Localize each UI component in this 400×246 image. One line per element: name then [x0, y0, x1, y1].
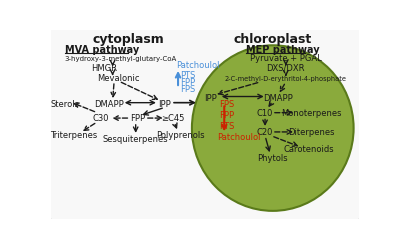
Text: Carotenoids: Carotenoids: [284, 145, 334, 154]
Text: IPP: IPP: [204, 93, 217, 103]
Text: FPP: FPP: [219, 111, 234, 120]
Text: 2-C-methyl-D-erythritol-4-phosphate: 2-C-methyl-D-erythritol-4-phosphate: [225, 76, 347, 82]
Text: ≥C45: ≥C45: [161, 114, 184, 123]
Text: Polyprenols: Polyprenols: [156, 131, 205, 140]
Text: Pyruvate + PGAL: Pyruvate + PGAL: [250, 54, 322, 63]
Text: MVA pathway: MVA pathway: [65, 45, 139, 55]
Text: 3-hydroxy-3-methyl-glutary-CoA: 3-hydroxy-3-methyl-glutary-CoA: [65, 56, 177, 62]
FancyBboxPatch shape: [50, 28, 360, 220]
Text: C10: C10: [257, 109, 273, 118]
Text: Sterols: Sterols: [50, 100, 79, 109]
Text: PTS: PTS: [180, 71, 196, 80]
Text: Diterpenes: Diterpenes: [288, 128, 334, 137]
Text: Monoterpenes: Monoterpenes: [281, 109, 342, 118]
Text: MEP pathway: MEP pathway: [246, 45, 320, 55]
Ellipse shape: [192, 45, 354, 211]
Text: DMAPP: DMAPP: [94, 100, 124, 109]
Text: chloroplast: chloroplast: [234, 33, 312, 46]
Text: C30: C30: [93, 114, 109, 123]
Text: Triterpenes: Triterpenes: [50, 131, 98, 140]
Text: FPS: FPS: [180, 85, 196, 94]
Text: FPS: FPS: [219, 100, 234, 109]
Text: DXS/DXR: DXS/DXR: [267, 63, 305, 73]
Text: IPP: IPP: [158, 100, 171, 109]
Text: cytoplasm: cytoplasm: [92, 33, 164, 46]
Text: Sesquiterpenes: Sesquiterpenes: [103, 135, 168, 144]
Text: HMGR: HMGR: [91, 63, 117, 73]
Text: FPP: FPP: [180, 78, 196, 87]
Text: Patchoulol: Patchoulol: [217, 133, 261, 142]
Text: Patchoulol: Patchoulol: [176, 61, 220, 70]
Text: C20: C20: [257, 128, 273, 137]
Text: FPP: FPP: [130, 114, 145, 123]
Text: Mevalonic: Mevalonic: [97, 74, 140, 82]
Text: DMAPP: DMAPP: [263, 93, 293, 103]
Text: PTS: PTS: [219, 122, 234, 131]
Text: Phytols: Phytols: [258, 154, 288, 163]
